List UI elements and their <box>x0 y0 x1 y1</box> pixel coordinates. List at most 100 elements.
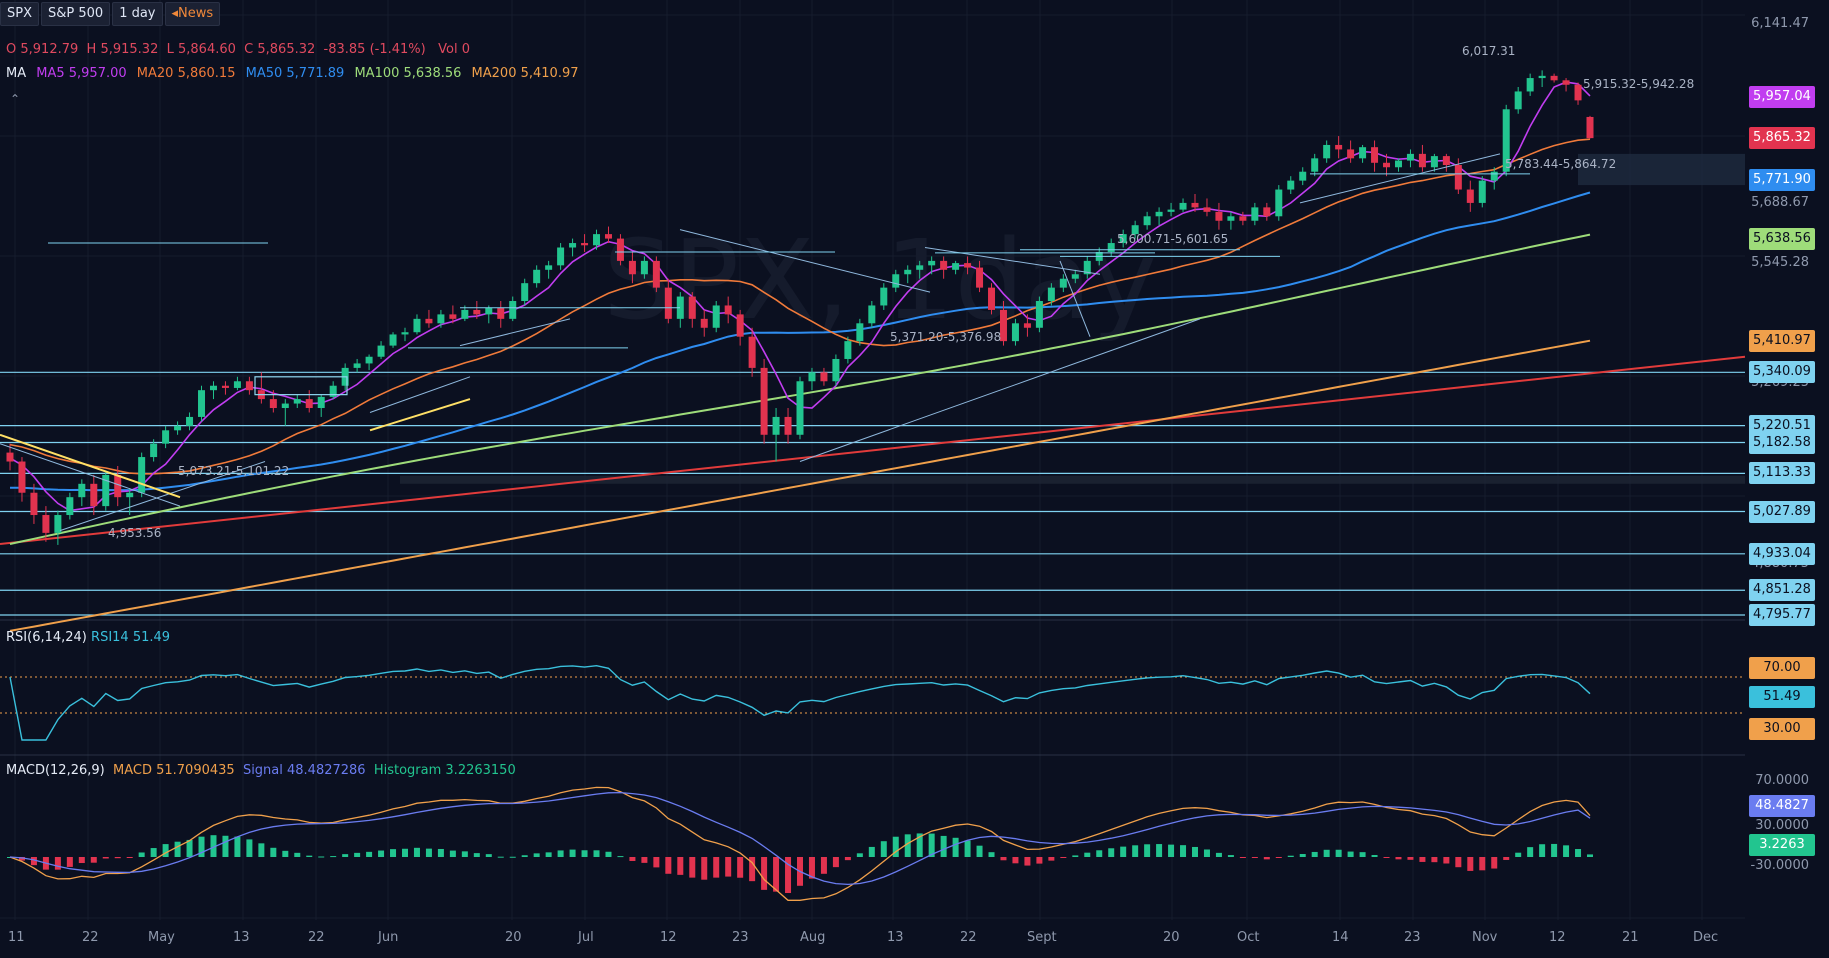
candle-body <box>449 314 457 319</box>
range-annotation-1: 5,915.32-5,942.28 <box>1583 77 1694 91</box>
candle-body <box>724 305 732 315</box>
symbol-name[interactable]: S&P 500 <box>41 2 111 26</box>
macd-histogram-bar <box>1527 847 1534 857</box>
ma50-label: MA50 5,771.89 <box>245 66 345 81</box>
candle-body <box>640 260 648 275</box>
macd-histogram-bar <box>641 857 648 863</box>
candle-body <box>604 234 612 239</box>
date-axis-label: 12 <box>660 930 677 945</box>
price-axis-label: 5,545.28 <box>1751 255 1809 270</box>
macd-histogram-bar <box>593 850 600 857</box>
candle-body <box>1383 162 1391 168</box>
range-annotation-2: 5,783.44-5,864.72 <box>1505 157 1616 171</box>
candle-body <box>1143 216 1151 226</box>
candle <box>1526 73 1534 96</box>
candle <box>640 256 648 279</box>
candle <box>892 269 900 293</box>
signal-value: Signal 48.4827286 <box>242 763 366 778</box>
vol-label: Vol <box>438 42 458 57</box>
rsi-title: RSI(6,14,24) <box>6 630 87 645</box>
signal-line <box>9 791 1591 886</box>
macd-histogram-bar <box>1024 857 1031 866</box>
macd-histogram-bar <box>90 857 97 863</box>
macd-histogram-bar <box>1096 850 1103 857</box>
candle-body <box>569 243 577 248</box>
candle-body <box>1454 165 1462 190</box>
date-axis-label: 20 <box>1163 930 1180 945</box>
candle-body <box>1347 149 1355 159</box>
macd-histogram-bar <box>725 857 732 877</box>
price-tag: 5,957.04 <box>1749 86 1815 109</box>
vol-value: 0 <box>461 42 470 57</box>
trend-drawings[interactable] <box>0 153 1530 532</box>
macd-histogram-bar <box>713 857 720 878</box>
macd-histogram-bar <box>868 846 875 857</box>
candle <box>988 283 996 315</box>
candle <box>413 314 421 335</box>
macd-histogram-bar <box>1120 846 1127 857</box>
macd-axis-label: 30.0000 <box>1755 818 1809 833</box>
trend-drawing-4 <box>679 229 931 293</box>
macd-histogram-bar <box>473 853 480 857</box>
candle-body <box>1311 158 1319 172</box>
macd-histogram-bar <box>437 848 444 857</box>
macd-histogram-bar <box>1551 843 1558 857</box>
candle <box>880 283 888 310</box>
candle-body <box>509 301 517 319</box>
macd-histogram-bar <box>1227 855 1234 857</box>
macd-histogram-bar <box>569 849 576 857</box>
macd-histogram-bar <box>820 857 827 874</box>
macd-histogram-bar <box>557 850 564 857</box>
candle <box>1155 207 1163 226</box>
macd-histogram-bar <box>354 852 361 857</box>
candle <box>760 358 768 444</box>
candle <box>293 394 301 409</box>
symbol-button[interactable]: SPX <box>0 2 39 26</box>
date-axis-label: 21 <box>1622 930 1639 945</box>
candle <box>1538 70 1546 87</box>
candle <box>736 309 744 346</box>
candle <box>401 327 409 342</box>
date-axis-label: 12 <box>1549 930 1566 945</box>
macd-histogram-bar <box>1479 857 1486 871</box>
candle <box>1011 318 1019 346</box>
date-axis-label: 23 <box>732 930 749 945</box>
candle <box>688 292 696 328</box>
candle <box>269 390 277 413</box>
macd-histogram-bar <box>689 857 696 878</box>
macd-histogram-bar <box>916 833 923 857</box>
candle <box>1466 180 1474 212</box>
candle-body <box>1430 156 1438 168</box>
candle-body <box>1574 84 1582 101</box>
macd-histogram-bar <box>605 851 612 857</box>
candle-body <box>377 345 385 357</box>
macd-value: MACD 51.7090435 <box>113 763 235 778</box>
news-button[interactable]: ◂​ News <box>164 2 221 26</box>
candle-body <box>401 332 409 335</box>
candle <box>54 510 62 545</box>
macd-histogram-bar <box>497 856 504 858</box>
macd-histogram-bar <box>30 857 37 866</box>
horizontal-levels[interactable] <box>0 153 1745 616</box>
rsi-level-tag: 30.00 <box>1749 718 1815 740</box>
interval-button[interactable]: 1 day <box>112 2 163 26</box>
candle <box>976 260 984 293</box>
candle <box>1359 144 1367 163</box>
candle <box>1299 167 1307 186</box>
candle-body <box>1023 323 1031 328</box>
candle <box>616 234 624 266</box>
ma-legend[interactable]: MA MA5 5,957.00 MA20 5,860.15 MA50 5,771… <box>6 66 585 81</box>
candle-body <box>545 265 553 270</box>
collapse-icon[interactable]: ⌃ <box>10 92 21 106</box>
macd-histogram-bar <box>1563 845 1570 857</box>
candle-body <box>1119 234 1127 244</box>
candle-body <box>30 492 38 516</box>
candle-body <box>1371 147 1379 163</box>
macd-histogram-bar <box>1575 849 1582 857</box>
macd-histogram-bar <box>138 852 145 857</box>
price-zone <box>1578 153 1745 186</box>
candle-body <box>736 314 744 337</box>
candle-body <box>1203 207 1211 212</box>
